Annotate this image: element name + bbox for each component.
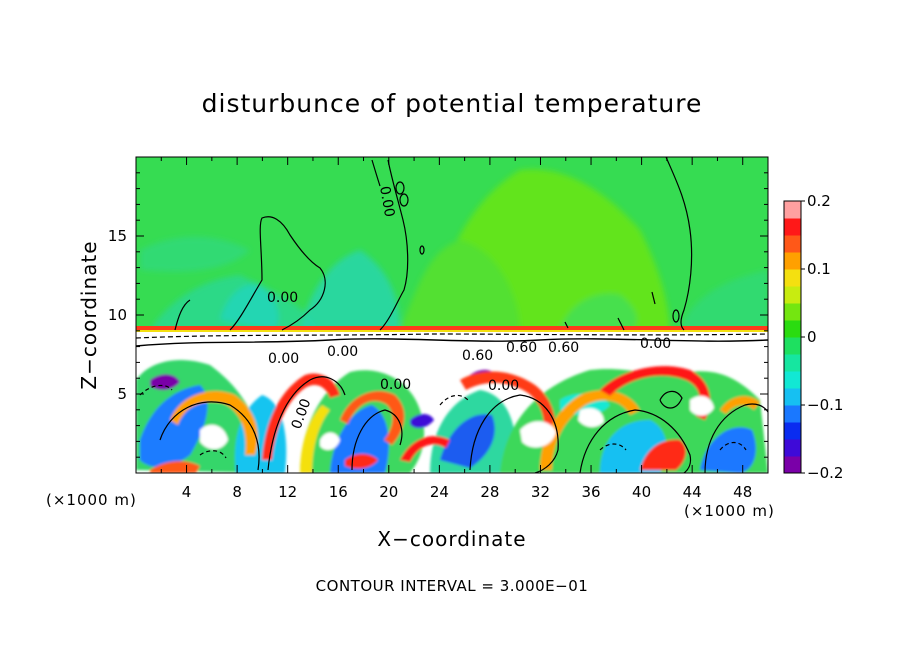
chart-title: disturbunce of potential temperature [202,89,703,118]
x-tick-label: 32 [531,483,550,501]
x-axis: 4 8 12 16 20 24 28 32 36 40 44 48 [160,157,752,501]
x-tick-label: 8 [232,483,242,501]
plot-area: 0.00 0.00 0.00 0.60 0.00 0.00 0.00 0.60 … [136,157,768,473]
colorbar-swatch [784,303,801,321]
y-axis-label: Z−coordinate [77,240,101,389]
upper-layer-patches [140,169,768,330]
x-tick-label: 28 [480,483,499,501]
y-axis: 5 10 15 [108,172,768,458]
x-tick-label: 44 [683,483,702,501]
colorbar-tick-label: 0 [807,328,817,346]
colorbar-swatch [784,320,801,338]
contour-label: 0.00 [488,378,519,394]
lower-layer-patches [136,360,768,473]
contour-label: 0.60 [506,340,537,356]
colorbar-swatch [784,235,801,253]
contour-label: 0.00 [268,351,299,367]
x-tick-label: 4 [182,483,192,501]
y-tick-label: 5 [117,385,127,403]
x-tick-label: 12 [278,483,297,501]
colorbar-tick-label: 0.2 [807,192,831,210]
colorbar-swatch [784,405,801,423]
y-tick-label: 10 [108,306,127,324]
colorbar-swatch [784,269,801,287]
x-tick-label: 16 [329,483,348,501]
colorbar-tick-label: −0.2 [807,464,843,482]
x-tick-label: 24 [430,483,449,501]
contour-label: 0.60 [548,340,579,356]
colorbar-swatch [784,218,801,236]
x-tick-label: 20 [379,483,398,501]
colorbar-swatch [784,337,801,355]
x-unit-left: (×1000 m) [46,491,137,509]
contour-interval-note: CONTOUR INTERVAL = 3.000E−01 [316,577,589,595]
colorbar-swatch [784,201,801,219]
contour-label: 0.00 [640,336,671,352]
colorbar-swatch [784,439,801,457]
colorbar-swatch [784,354,801,372]
colorbar-swatch [784,456,801,474]
colorbar-swatch [784,422,801,440]
colorbar-tick-label: −0.1 [807,396,843,414]
contour-lines [136,157,768,473]
colorbar-tick-label: 0.1 [807,260,831,278]
x-tick-label: 48 [733,483,752,501]
inversion-white-band [136,332,768,358]
contour-label: 0.00 [327,344,358,360]
contour-label: 0.00 [376,185,397,218]
colorbar: 0.2 0.1 0 −0.1 −0.2 [783,192,843,482]
colorbar-swatch [784,371,801,389]
colorbar-swatch [784,286,801,304]
x-unit-right: (×1000 m) [684,502,775,520]
contour-label: 0.60 [462,348,493,364]
colorbar-swatch [784,388,801,406]
x-tick-label: 40 [632,483,651,501]
contour-label: 0.00 [267,290,298,306]
colorbar-swatch [784,252,801,270]
x-tick-label: 36 [581,483,600,501]
x-axis-label: X−coordinate [377,527,526,551]
contour-label: 0.00 [380,377,411,393]
y-tick-label: 15 [108,227,127,245]
